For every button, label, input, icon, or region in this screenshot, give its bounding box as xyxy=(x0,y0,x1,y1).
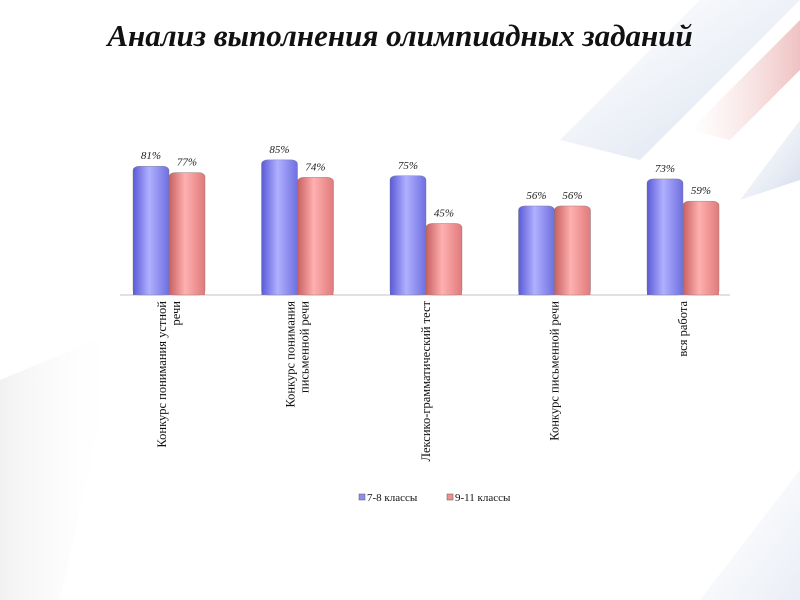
category-label: речи xyxy=(169,301,183,326)
bar-base xyxy=(169,292,205,295)
data-label: 77% xyxy=(177,157,197,169)
data-label: 56% xyxy=(526,190,546,202)
bar-grade-9-11 xyxy=(554,205,591,296)
data-label: 73% xyxy=(655,163,675,175)
legend-swatch xyxy=(446,493,454,501)
bar-grade-7-8 xyxy=(646,178,684,296)
bar-grade-7-8 xyxy=(389,175,427,296)
bar-grade-9-11 xyxy=(682,200,720,296)
category-label: Лексико-грамматический тест xyxy=(419,300,433,461)
data-label: 45% xyxy=(434,207,454,219)
legend-label: 7-8 классы xyxy=(367,492,418,504)
bar-base xyxy=(554,292,591,295)
data-label: 74% xyxy=(305,161,325,173)
data-label: 81% xyxy=(141,150,161,162)
category-label: Конкурс понимания xyxy=(284,301,298,408)
bar-base xyxy=(426,292,462,295)
page-title: Анализ выполнения олимпиадных заданий xyxy=(107,18,693,53)
bar-base xyxy=(518,292,555,295)
bar-grade-7-8 xyxy=(132,166,170,296)
bar-base xyxy=(683,292,719,295)
bar-base xyxy=(133,292,169,295)
bar-base xyxy=(297,292,334,295)
data-label: 85% xyxy=(269,144,289,156)
data-label: 59% xyxy=(691,185,711,197)
bar-base xyxy=(390,292,426,295)
category-label: Конкурс письменной речи xyxy=(548,301,562,441)
bar-grade-9-11 xyxy=(297,177,334,296)
bar-base xyxy=(647,292,683,295)
data-label: 75% xyxy=(398,160,418,172)
category-label: письменной речи xyxy=(298,301,312,393)
bar-grade-9-11 xyxy=(168,172,206,296)
bar-grade-7-8 xyxy=(518,205,555,296)
category-label: Конкурс понимания устной xyxy=(155,301,169,448)
legend-label: 9-11 классы xyxy=(455,492,511,504)
category-label: вся работа xyxy=(676,301,690,357)
data-label: 56% xyxy=(562,190,582,202)
bar-base xyxy=(261,292,298,295)
legend-swatch xyxy=(358,493,366,501)
bar-grade-9-11 xyxy=(425,223,463,296)
bar-grade-7-8 xyxy=(261,159,298,296)
